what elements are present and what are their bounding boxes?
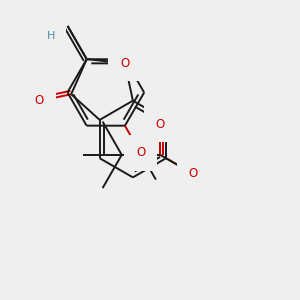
Text: O: O bbox=[120, 57, 130, 70]
Text: O: O bbox=[136, 146, 145, 160]
Text: H: H bbox=[47, 31, 55, 40]
Text: O: O bbox=[155, 118, 165, 131]
Text: O: O bbox=[35, 94, 44, 107]
Text: O: O bbox=[189, 167, 198, 180]
